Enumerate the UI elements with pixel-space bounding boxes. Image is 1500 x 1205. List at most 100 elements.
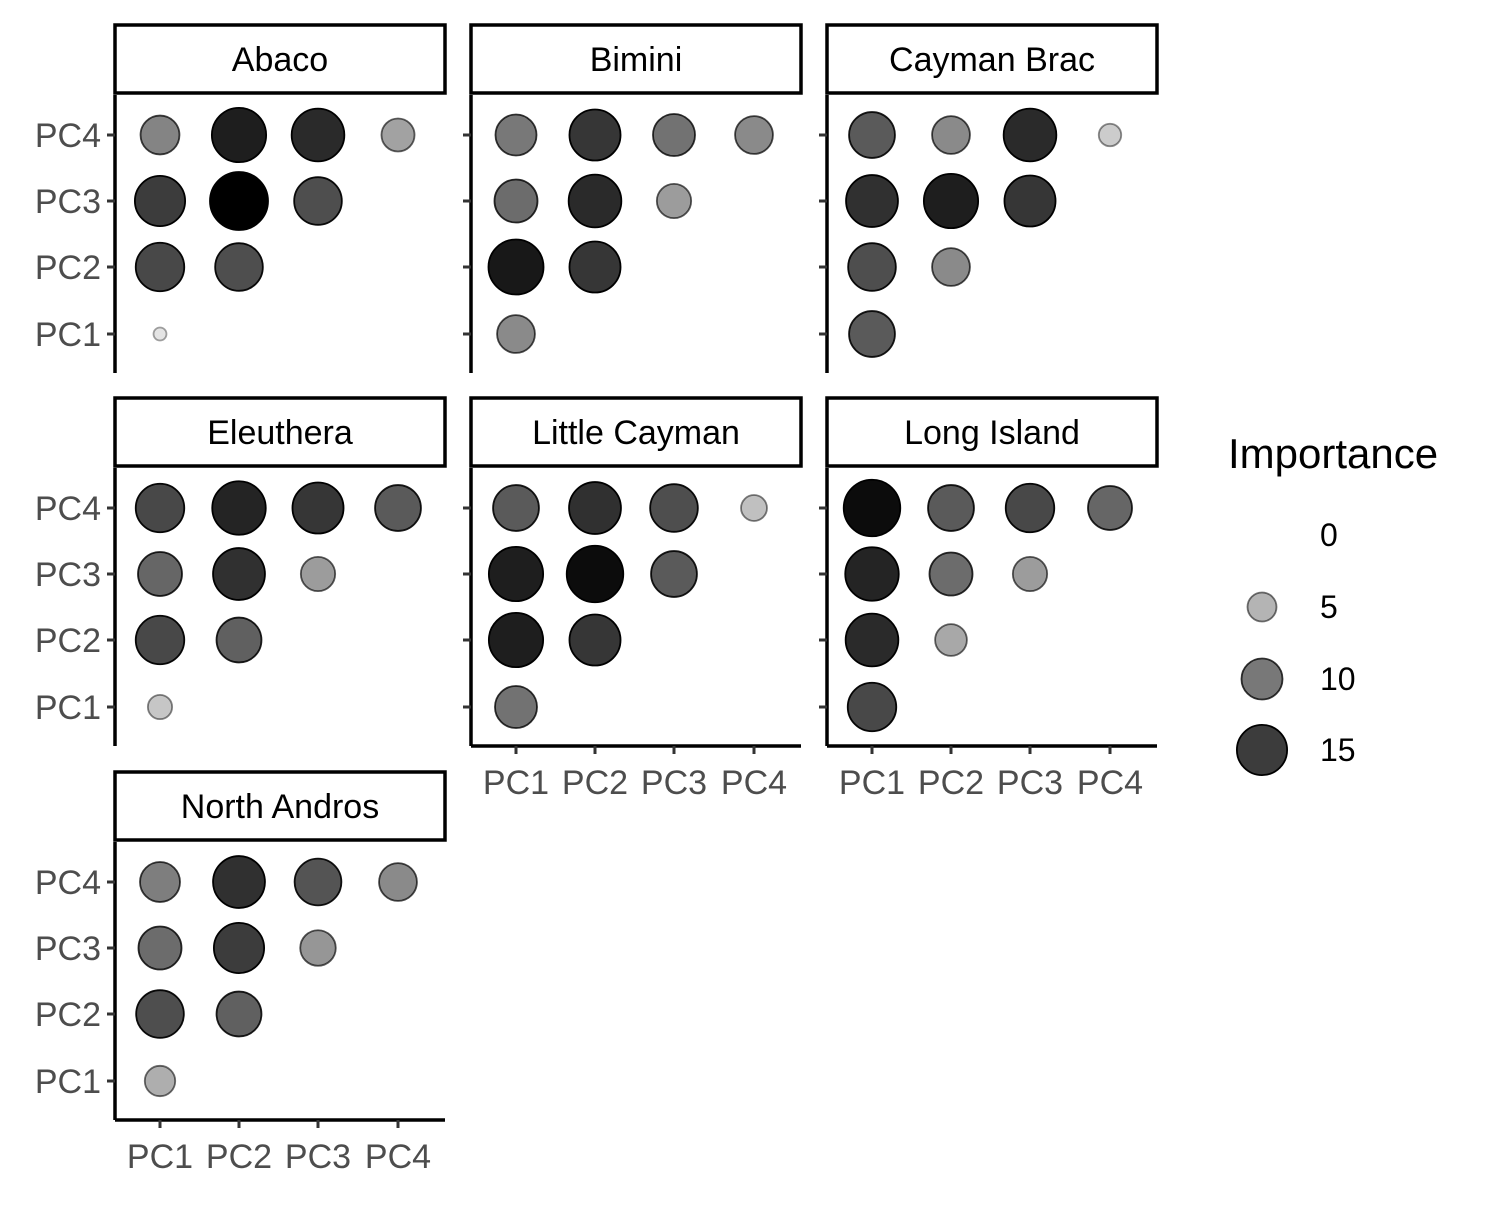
data-point (215, 990, 263, 1038)
x-tick-label: PC2 (206, 1138, 272, 1176)
legend-label: 5 (1320, 589, 1338, 625)
data-point (1097, 122, 1123, 148)
data-point (211, 480, 267, 536)
data-point (931, 115, 971, 155)
data-point (928, 551, 974, 597)
legend-label: 0 (1320, 517, 1338, 553)
data-point (487, 545, 545, 603)
data-point (568, 108, 622, 162)
legend-title: Importance (1228, 430, 1438, 477)
strip-label: Little Cayman (532, 414, 740, 452)
x-tick-label: PC1 (483, 764, 549, 802)
data-point (652, 113, 696, 157)
data-point (568, 481, 622, 535)
data-point (1011, 555, 1049, 593)
data-point (487, 611, 545, 669)
strip-box (825, 396, 1159, 468)
data-point (291, 481, 345, 535)
x-tick-label: PC4 (365, 1138, 431, 1176)
panel-bimini: Bimini (463, 23, 803, 373)
data-point (487, 238, 545, 296)
data-point (650, 550, 698, 598)
data-point (137, 551, 183, 597)
data-point (922, 172, 980, 230)
data-point (212, 921, 266, 975)
x-tick-label: PC1 (839, 764, 905, 802)
data-point (137, 925, 183, 971)
strip-box (469, 23, 803, 95)
data-point (139, 861, 181, 903)
data-point (846, 681, 898, 733)
data-point (1004, 482, 1056, 534)
panel-cayman-brac: Cayman Brac (819, 23, 1159, 373)
data-point (848, 111, 896, 159)
strip-box (825, 23, 1159, 95)
data-point (842, 478, 902, 538)
data-point (844, 546, 900, 602)
data-point (740, 494, 768, 522)
y-tick-label: PC4 (35, 490, 101, 528)
data-point (655, 182, 693, 220)
data-point (494, 113, 538, 157)
panel-north-andros: North Andros PC1 PC2 PC3 PC4 PC1 PC2 PC3 PC4 (35, 770, 447, 1176)
y-tick-label: PC1 (35, 689, 101, 727)
data-point (492, 484, 540, 532)
data-point (299, 555, 337, 593)
panel-little-cayman: Little Cayman PC1 PC2 PC3 PC4 (463, 396, 803, 802)
x-tick-label: PC2 (918, 764, 984, 802)
data-point (1087, 485, 1133, 531)
data-point (212, 547, 266, 601)
strip-label: Abaco (232, 41, 328, 79)
y-tick-label: PC4 (35, 864, 101, 902)
data-point (927, 484, 975, 532)
data-point (143, 1064, 177, 1098)
data-point (649, 483, 699, 533)
strip-label: Bimini (590, 41, 683, 79)
data-point (494, 685, 538, 729)
data-point (847, 242, 897, 292)
data-point (135, 989, 185, 1039)
legend-label: 15 (1320, 732, 1356, 768)
data-point (567, 173, 623, 229)
data-point (493, 178, 539, 224)
data-point (380, 117, 416, 153)
data-point (210, 106, 268, 164)
data-point (152, 326, 168, 342)
panel-long-island: Long Island PC1 PC2 PC3 PC4 (819, 396, 1159, 802)
y-tick-label: PC2 (35, 249, 101, 287)
y-tick-label: PC1 (35, 1063, 101, 1101)
data-point (496, 314, 536, 354)
y-tick-label: PC1 (35, 316, 101, 354)
y-tick-label: PC4 (35, 117, 101, 155)
panel-eleuthera: Eleuthera PC1 PC2 PC3 PC4 (35, 396, 447, 746)
data-point (214, 242, 264, 292)
data-point (134, 614, 186, 666)
data-point (212, 855, 266, 909)
x-tick-label: PC4 (721, 764, 787, 802)
strip-label: Long Island (904, 414, 1080, 452)
data-point (378, 862, 418, 902)
data-point (568, 613, 622, 667)
y-tick-label: PC3 (35, 183, 101, 221)
data-point (848, 310, 896, 358)
data-point (290, 107, 346, 163)
legend-label: 10 (1320, 661, 1356, 697)
data-point (1002, 107, 1058, 163)
x-tick-label: PC3 (641, 764, 707, 802)
strip-box (113, 23, 447, 95)
x-tick-label: PC1 (127, 1138, 193, 1176)
data-point (293, 176, 343, 226)
data-point (215, 616, 263, 664)
data-point (565, 544, 625, 604)
data-point (374, 484, 422, 532)
data-point (209, 171, 269, 231)
data-point (934, 623, 968, 657)
data-point (293, 857, 343, 907)
x-tick-label: PC4 (1077, 764, 1143, 802)
data-point (134, 482, 186, 534)
x-tick-label: PC3 (997, 764, 1063, 802)
y-tick-label: PC2 (35, 996, 101, 1034)
data-point (299, 929, 337, 967)
